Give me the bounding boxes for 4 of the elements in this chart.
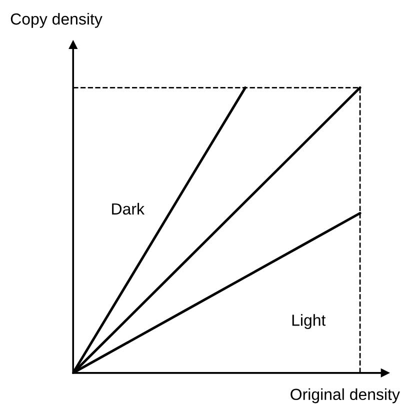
y-axis-title: Copy density	[10, 12, 102, 28]
x-axis-title: Original density	[290, 388, 400, 404]
annotation: Light	[292, 314, 326, 330]
annotation: Dark	[112, 202, 145, 215]
